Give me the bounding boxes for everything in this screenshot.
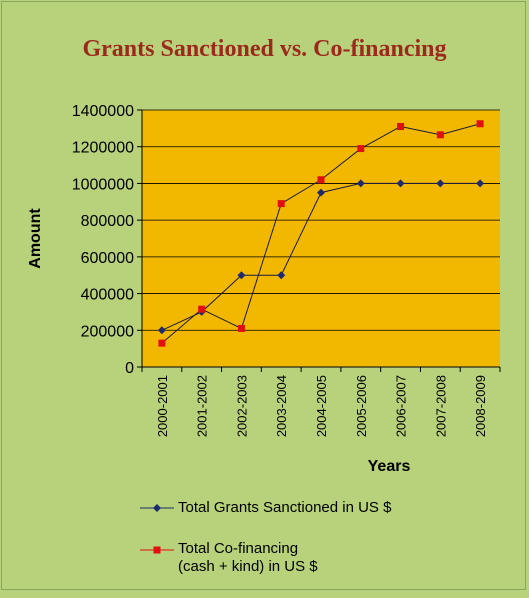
y-tick-label: 1400000 bbox=[72, 103, 134, 120]
plot-area bbox=[142, 110, 500, 367]
y-tick-label: 1000000 bbox=[72, 176, 134, 193]
y-tick-label: 0 bbox=[125, 360, 134, 377]
legend-swatch-grants bbox=[140, 504, 174, 512]
y-tick-label: 600000 bbox=[81, 250, 134, 267]
data-point-grants bbox=[317, 188, 325, 197]
data-point-grants bbox=[157, 326, 166, 335]
data-point-grants bbox=[436, 179, 445, 188]
legend: Total Grants Sanctioned in US $ Total Co… bbox=[140, 498, 391, 598]
legend-label-cofinancing: Total Co-financing bbox=[178, 540, 299, 557]
data-point-cofinancing bbox=[198, 305, 206, 313]
x-tick-label: 2007-2008 bbox=[433, 375, 448, 437]
legend-label-grants: Total Grants Sanctioned in US $ bbox=[178, 499, 392, 516]
legend-item-cofinancing: Total Co-financing (cash + kind) in US $ bbox=[140, 540, 391, 576]
data-point-cofinancing bbox=[277, 200, 285, 208]
data-point-grants bbox=[476, 179, 485, 188]
y-tick-label: 800000 bbox=[81, 213, 134, 230]
y-tick-label: 200000 bbox=[81, 323, 134, 340]
y-tick-label: 400000 bbox=[81, 287, 134, 304]
x-tick-label: 2005-2006 bbox=[354, 375, 369, 437]
data-point-cofinancing bbox=[237, 324, 245, 332]
x-tick-label: 2000-2001 bbox=[155, 375, 170, 437]
data-point-grants bbox=[356, 179, 365, 188]
x-tick-label: 2002-2003 bbox=[234, 375, 249, 437]
chart-frame bbox=[1, 1, 526, 590]
y-tick-label: 1200000 bbox=[72, 140, 134, 157]
data-point-grants bbox=[237, 271, 246, 280]
data-point-cofinancing bbox=[158, 339, 166, 347]
x-tick-label: 2003-2004 bbox=[274, 375, 289, 437]
data-point-grants bbox=[396, 179, 405, 188]
data-point-grants bbox=[277, 271, 286, 280]
x-tick-label: 2008-2009 bbox=[473, 375, 488, 437]
y-axis-title: Amount bbox=[27, 208, 44, 269]
data-point-cofinancing bbox=[397, 123, 405, 131]
chart-title: Grants Sanctioned vs. Co-financing bbox=[82, 36, 447, 62]
x-tick-label: 2004-2005 bbox=[314, 375, 329, 437]
legend-item-grants: Total Grants Sanctioned in US $ bbox=[140, 498, 391, 518]
x-axis-title: Years bbox=[368, 458, 411, 475]
legend-swatch-cofinancing bbox=[140, 546, 174, 554]
data-point-cofinancing bbox=[357, 145, 365, 153]
x-tick-label: 2006-2007 bbox=[394, 375, 409, 437]
data-point-cofinancing bbox=[317, 176, 325, 184]
legend-label-cofinancing-line2: (cash + kind) in US $ bbox=[178, 558, 318, 575]
data-point-cofinancing bbox=[436, 131, 444, 139]
data-point-cofinancing bbox=[476, 120, 484, 128]
x-tick-label: 2001-2002 bbox=[195, 375, 210, 437]
